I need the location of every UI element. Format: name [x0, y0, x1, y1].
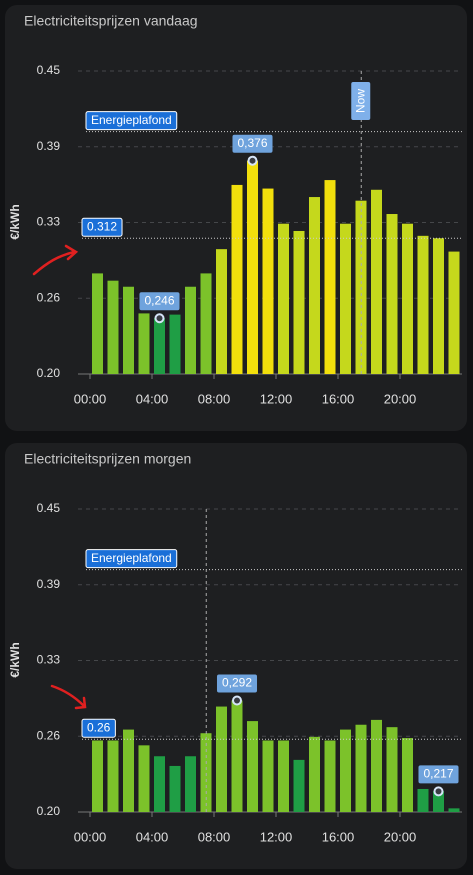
bar: [340, 729, 351, 812]
bar: [123, 729, 134, 812]
bar: [386, 214, 398, 374]
bar: [340, 223, 351, 374]
value-label-box: [232, 134, 273, 153]
bar: [92, 740, 103, 812]
value-label: 0,292: [222, 676, 252, 690]
x-tick-label: 12:00: [260, 391, 293, 406]
bar: [107, 740, 119, 812]
y-tick-label: 0.20: [37, 366, 61, 380]
bar: [138, 313, 150, 374]
bar: [247, 160, 258, 374]
value-label-box: [216, 674, 258, 693]
bar: [231, 700, 243, 812]
bar: [169, 765, 181, 812]
y-tick-label: 0.45: [37, 501, 61, 515]
now-label: Now: [353, 89, 367, 113]
value-label: 0,376: [237, 136, 267, 150]
threshold-label-box: [81, 217, 123, 237]
x-tick-label: 04:00: [136, 391, 169, 406]
point-marker: [232, 695, 242, 706]
bar: [278, 223, 289, 374]
x-tick-label: 08:00: [198, 829, 231, 844]
bar: [216, 706, 227, 812]
now-label-box: [351, 82, 371, 120]
bar: [262, 740, 274, 812]
hand-arrow: [50, 684, 87, 710]
chart-title: Electriciteitsprijzen morgen: [24, 451, 191, 467]
x-tick-label: 16:00: [322, 829, 355, 844]
bar: [185, 756, 196, 812]
value-label: 0,246: [144, 293, 174, 307]
y-tick-label: 0.26: [37, 290, 61, 304]
bar: [200, 733, 212, 812]
y-tick-label: 0.26: [37, 728, 61, 742]
x-tick-label: 20:00: [384, 829, 417, 844]
bar: [185, 286, 196, 374]
x-tick-label: 08:00: [198, 391, 231, 406]
y-tick-label: 0.39: [37, 577, 61, 591]
ceiling-label-box: [85, 111, 178, 131]
ceiling-label-box: [85, 549, 178, 569]
hand-arrow: [32, 244, 79, 276]
bar: [433, 791, 444, 812]
bar: [154, 756, 165, 812]
threshold-label: 0.26: [87, 720, 111, 734]
bar: [216, 249, 227, 374]
x-tick-label: 12:00: [260, 829, 293, 844]
x-tick-label: 00:00: [74, 391, 107, 406]
value-label: 0,217: [423, 767, 453, 781]
y-tick-label: 0.45: [37, 63, 61, 77]
x-tick-label: 16:00: [322, 391, 355, 406]
x-tick-label: 04:00: [136, 829, 169, 844]
y-axis-label: €/kWh: [8, 642, 22, 677]
y-axis-label: €/kWh: [8, 204, 22, 239]
threshold-label: 0.312: [87, 219, 117, 233]
bar: [278, 740, 289, 812]
bar: [402, 223, 413, 374]
bar: [448, 251, 460, 374]
threshold-label-box: [81, 718, 116, 738]
ceiling-label: Energieplafond: [91, 551, 172, 565]
point-marker: [247, 155, 258, 166]
chart-title: Electriciteitsprijzen vandaag: [24, 13, 198, 29]
bar: [262, 188, 274, 374]
bar: [433, 238, 444, 374]
bar: [154, 318, 165, 374]
bar: [417, 235, 429, 374]
bar: [293, 759, 305, 812]
point-marker: [433, 786, 444, 797]
bar: [231, 184, 243, 374]
bar: [402, 738, 413, 812]
bar: [355, 724, 367, 812]
bar: [169, 314, 181, 374]
point-marker: [154, 313, 165, 324]
bar: [324, 740, 336, 812]
y-tick-label: 0.33: [37, 215, 61, 229]
bar: [448, 808, 460, 812]
bar: [92, 273, 103, 374]
bar: [107, 280, 119, 374]
bar: [200, 273, 212, 374]
bar: [386, 727, 398, 812]
bar: [371, 189, 382, 374]
value-label-box: [418, 765, 459, 784]
bar: [309, 197, 320, 374]
x-tick-label: 20:00: [384, 391, 417, 406]
x-tick-label: 00:00: [74, 829, 107, 844]
bar: [371, 719, 382, 812]
bar: [324, 180, 336, 374]
ceiling-label: Energieplafond: [91, 113, 172, 127]
value-label-box: [139, 292, 180, 311]
y-tick-label: 0.33: [37, 653, 61, 667]
y-tick-label: 0.39: [37, 139, 61, 153]
bar: [247, 721, 258, 812]
bar: [417, 788, 429, 812]
bar: [138, 745, 150, 812]
bar: [293, 230, 305, 374]
bar: [123, 286, 134, 374]
y-tick-label: 0.20: [37, 804, 61, 818]
bar: [309, 736, 320, 812]
